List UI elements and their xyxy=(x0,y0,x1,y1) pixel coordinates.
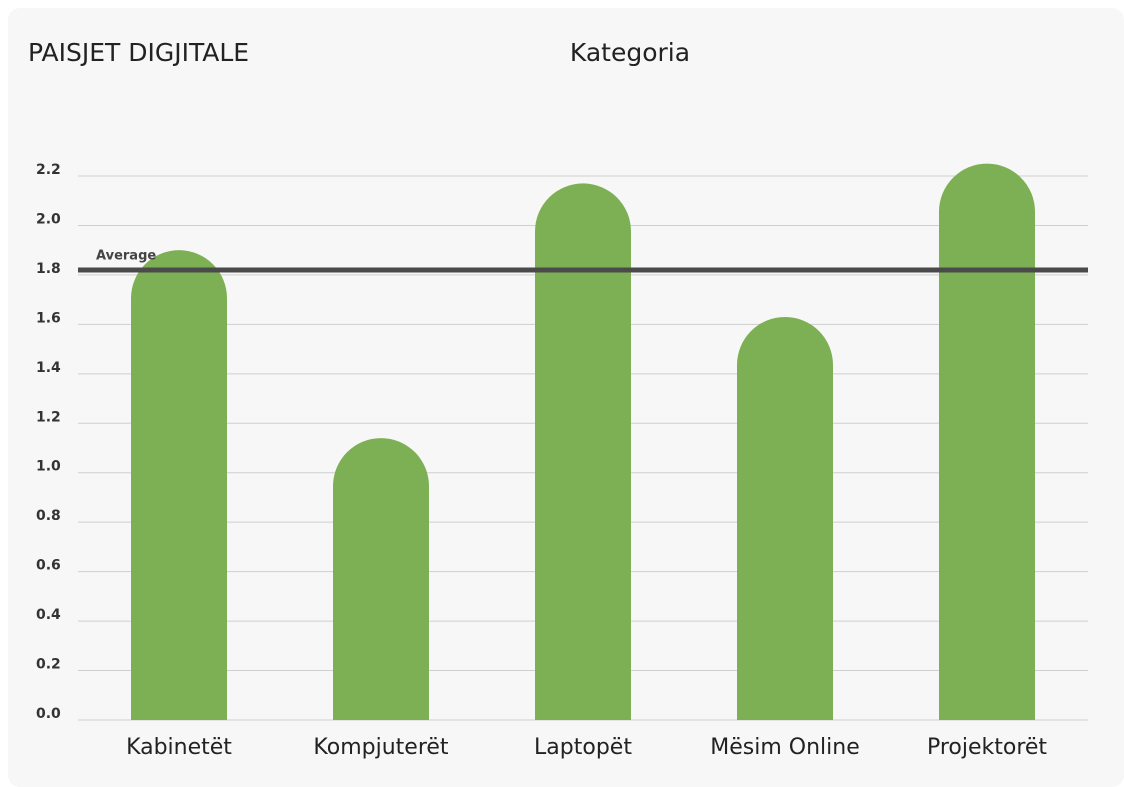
y-tick-label: 2.2 xyxy=(36,162,61,178)
y-tick-label: 1.4 xyxy=(36,360,61,376)
bar xyxy=(131,250,227,720)
bar xyxy=(939,163,1035,721)
x-tick-label: Kabinetët xyxy=(126,735,232,760)
x-label: Kategoria xyxy=(570,38,690,67)
y-tick-label: 1.2 xyxy=(36,409,61,425)
y-tick-label: 0.0 xyxy=(36,706,61,722)
y-tick-label: 0.4 xyxy=(36,607,61,623)
y-tick-label: 0.6 xyxy=(36,558,61,574)
chart-title: PAISJET DIGJITALE xyxy=(28,38,249,67)
x-tick-label: Projektorët xyxy=(927,735,1047,760)
y-tick-label: 0.2 xyxy=(36,657,61,673)
bar xyxy=(535,183,631,720)
x-tick-label: Kompjuterët xyxy=(313,735,449,760)
y-tick-label: 1.8 xyxy=(36,261,61,277)
y-tick-label: 1.6 xyxy=(36,310,61,326)
x-tick-label: Laptopët xyxy=(534,735,632,760)
bar xyxy=(737,316,833,720)
average-label: Average xyxy=(96,248,156,263)
y-tick-label: 1.0 xyxy=(36,459,61,475)
x-tick-label: Mësim Online xyxy=(710,735,859,760)
y-tick-label: 2.0 xyxy=(36,211,61,227)
bar xyxy=(333,438,429,720)
y-tick-label: 0.8 xyxy=(36,508,61,524)
